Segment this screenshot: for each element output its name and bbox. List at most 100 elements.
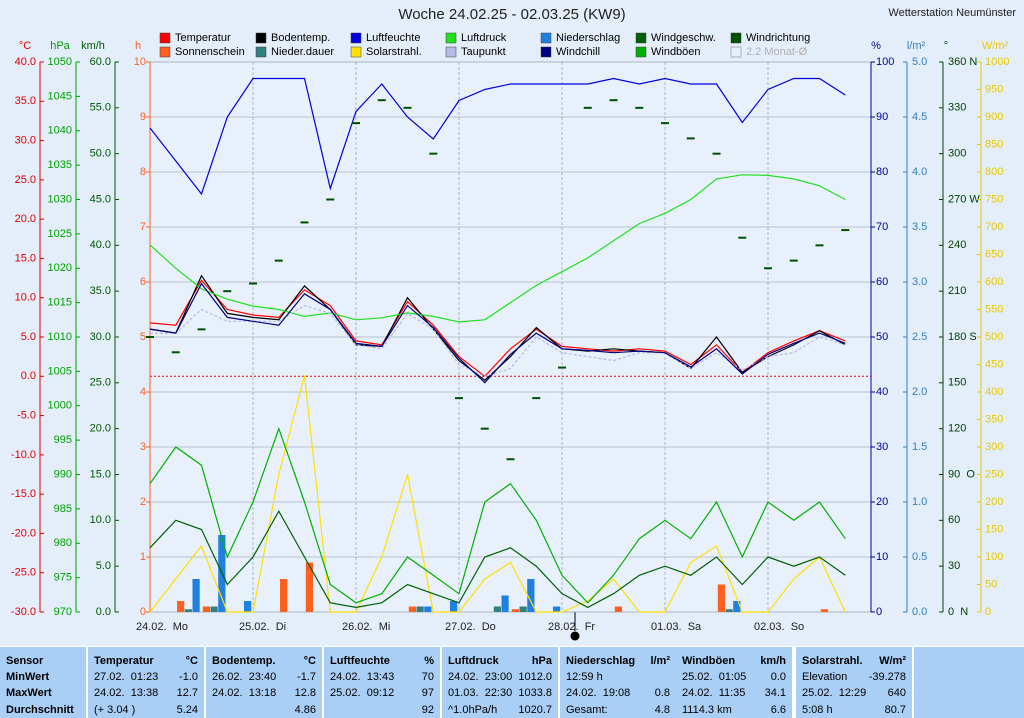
legend-label: Windrichtung [746,32,810,44]
y-tick-label: 700 [985,221,1003,233]
cell-value: -39.278 [869,671,906,683]
series-line [149,375,846,613]
direction-dot [661,122,669,125]
y-tick-label: 270 W [948,193,980,205]
legend-label: Taupunkt [461,46,506,58]
column-header: Luftdruck [448,655,500,667]
y-tick-label: 30 [876,441,888,453]
bar [717,584,725,612]
axis-unit: km/h [81,40,105,52]
series-line [149,174,846,323]
y-tick-label: 500 [985,331,1003,343]
y-tick-label: 330 [948,102,966,114]
y-tick-label: 980 [54,537,72,549]
x-tick-label: 27.02. Do [445,621,496,633]
x-tick-label: 02.03. So [754,621,804,633]
y-tick-label: 1005 [48,365,72,377]
y-tick-label: 25.0 [15,174,36,186]
y-tick-label: 10.0 [15,292,36,304]
row-label: MaxWert [6,687,52,699]
time-marker [570,631,580,641]
y-tick-label: 60 [948,514,960,526]
direction-dot [403,106,412,109]
y-tick-label: 900 [985,111,1003,123]
y-tick-label: 25.0 [90,377,111,389]
series-line [149,279,846,378]
column-unit: l/m² [650,655,670,667]
y-tick-label: 350 [985,413,1003,425]
column-unit: km/h [760,655,786,667]
bar [552,606,561,612]
table-cell [796,647,912,718]
cell-value: 80.7 [885,704,906,716]
cell-text: 25.02. 12:29 [802,687,866,699]
y-tick-label: -20.0 [11,527,36,539]
y-tick-label: 2 [140,496,146,508]
table-cell [560,647,676,718]
direction-dot [377,99,386,102]
y-tick-label: 1010 [48,331,72,343]
column-unit: W/m² [879,655,906,667]
axis-unit: hPa [50,40,70,52]
cell-text: 24.02. 13:38 [94,687,158,699]
table-cell [914,647,1024,718]
y-tick-label: 0 N [948,606,968,618]
y-tick-label: 1.0 [912,496,927,508]
direction-dot [764,267,772,270]
cell-value: 0.0 [771,671,786,683]
y-tick-label: 250 [985,468,1003,480]
column-header: Luftfeuchte [330,655,390,667]
cell-value: 0.8 [655,687,670,699]
x-tick-label: 01.03. Sa [651,621,702,633]
y-tick-label: 200 [985,496,1003,508]
legend-label: Niederschlag [556,32,620,44]
direction-dot [532,397,541,400]
cell-value: 6.6 [771,704,786,716]
series-line [149,77,846,196]
y-tick-label: -30.0 [11,606,36,618]
series-line [149,509,846,609]
y-tick-label: 2.0 [912,386,927,398]
y-tick-label: 240 [948,239,966,251]
cell-text: 24.02. 19:08 [566,687,630,699]
direction-dot [789,259,798,262]
legend-swatch [255,32,267,44]
cell-value: 70 [422,671,434,683]
bar [449,601,458,612]
y-tick-label: 55.0 [90,102,111,114]
y-tick-label: 0.0 [21,370,36,382]
y-tick-label: 550 [985,303,1003,315]
y-tick-label: 3.0 [912,276,927,288]
direction-dot [455,397,463,400]
bar [280,579,288,612]
y-tick-label: 850 [985,138,1003,150]
y-tick-label: 30 [948,560,960,572]
y-tick-label: 60 [876,276,888,288]
y-tick-label: 4.0 [912,166,927,178]
y-tick-label: 80 [876,166,888,178]
legend-label: Luftdruck [461,32,507,44]
y-tick-label: -5.0 [17,409,36,421]
y-tick-label: 400 [985,386,1003,398]
table-cell [206,647,322,718]
legend-swatch [540,46,552,58]
cell-text: 25.02. 09:12 [330,687,394,699]
legend-label: Temperatur [175,32,231,44]
y-tick-label: 300 [948,148,966,160]
legend-label: Nieder.dauer [271,46,334,58]
direction-dot [712,152,721,155]
series-line [149,426,846,604]
y-tick-label: 650 [985,248,1003,260]
bar [733,601,741,612]
legend-swatch [445,32,457,44]
y-tick-label: 1000 [48,400,72,412]
y-tick-label: 0.0 [96,606,111,618]
cell-value: -1.0 [179,671,198,683]
station-name: Wetterstation Neumünster [888,7,1016,19]
direction-dot [146,336,154,338]
direction-dot [841,229,850,232]
direction-dot [815,244,824,247]
bar [725,609,733,612]
y-tick-label: 20.0 [90,423,111,435]
